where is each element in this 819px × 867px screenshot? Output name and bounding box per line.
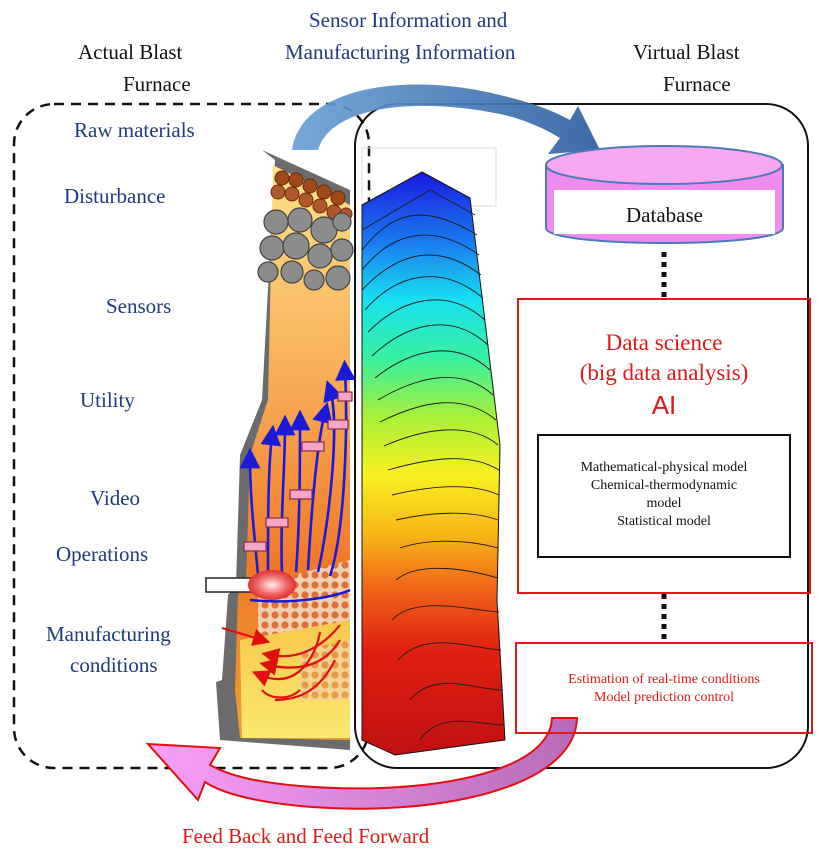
virtual-furnace-title-line2: Furnace <box>663 72 731 96</box>
model-math-physical: Mathematical-physical model <box>580 460 748 475</box>
feedback-arrow[interactable] <box>145 717 579 810</box>
tuyere <box>205 577 253 593</box>
item-raw-materials: Raw materials <box>74 118 195 142</box>
model-statistical: Statistical model <box>617 514 711 529</box>
contour-lines <box>361 189 505 741</box>
model-chem-thermo: Chemical-thermodynamic <box>590 478 738 493</box>
estimation-box: Estimation of real-time conditions Model… <box>515 642 813 734</box>
data-science-box: Data science (big data analysis) AI Math… <box>517 298 811 594</box>
item-operations: Operations <box>56 542 149 566</box>
virtual-furnace-region <box>354 103 809 769</box>
database-label: Database <box>626 203 703 227</box>
actual-furnace-title-line1: Actual Blast <box>78 40 183 64</box>
item-sensors: Sensors <box>106 294 172 318</box>
estimation-line1: Estimation of real-time conditions <box>568 672 760 687</box>
sensor-info-arrow[interactable] <box>292 84 600 154</box>
models-box: Mathematical-physical model Chemical-the… <box>537 434 791 558</box>
item-manufacturing: Manufacturing <box>46 622 171 646</box>
item-conditions: conditions <box>70 653 158 677</box>
top-arrow-label-line2: Manufacturing Information <box>285 40 516 64</box>
item-disturbance: Disturbance <box>64 184 166 208</box>
data-science-line2: (big data analysis) <box>579 360 749 385</box>
item-utility: Utility <box>80 388 135 412</box>
gas-flow-arrows <box>239 359 356 603</box>
hearth-flow-arrows <box>221 624 341 702</box>
data-science-line1: Data science <box>605 330 723 355</box>
ai-label: AI <box>651 390 677 420</box>
top-arrow-label-line1: Sensor Information and <box>309 8 508 32</box>
actual-furnace-title-line2: Furnace <box>123 72 191 96</box>
estimation-line2: Model prediction control <box>594 690 734 705</box>
coke-layer <box>257 207 354 291</box>
feedback-label: Feed Back and Feed Forward <box>182 824 430 848</box>
raceway <box>248 570 296 600</box>
sensor-markers <box>243 391 353 552</box>
virtual-contour-map <box>361 171 506 756</box>
virtual-furnace-title-line1: Virtual Blast <box>633 40 740 64</box>
database-icon <box>545 145 784 244</box>
item-video: Video <box>90 486 141 510</box>
model-chem-thermo-cont: model <box>646 496 682 511</box>
